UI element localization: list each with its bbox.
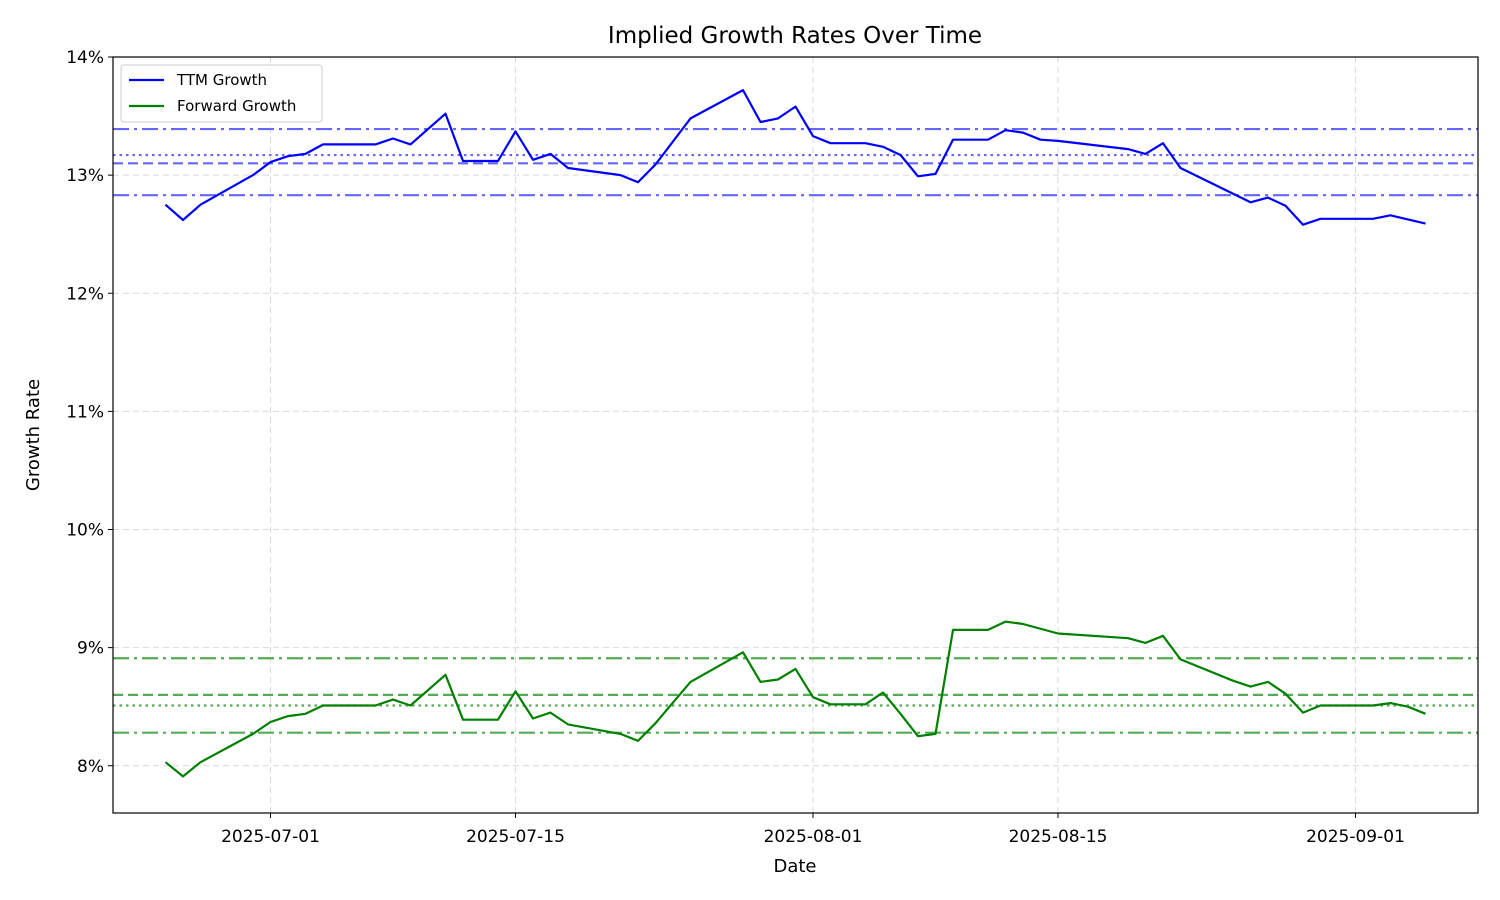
y-tick-label: 8% bbox=[77, 757, 104, 777]
y-tick-label: 11% bbox=[66, 402, 104, 422]
x-axis-label: Date bbox=[773, 856, 816, 877]
x-tick-label: 2025-07-15 bbox=[466, 827, 565, 847]
legend-label: TTM Growth bbox=[176, 71, 267, 89]
y-tick-label: 14% bbox=[66, 48, 104, 68]
y-tick-label: 10% bbox=[66, 521, 104, 541]
x-tick-label: 2025-08-15 bbox=[1009, 827, 1108, 847]
chart-title: Implied Growth Rates Over Time bbox=[608, 23, 982, 49]
reference-lines bbox=[113, 127, 1478, 734]
y-tick-label: 12% bbox=[66, 284, 104, 304]
y-axis-label: Growth Rate bbox=[23, 379, 44, 491]
y-axis-ticks: 8% 9% 10% 11% 12% 13% 14% bbox=[66, 48, 113, 777]
series-lines bbox=[164, 88, 1426, 778]
legend-box bbox=[120, 64, 323, 123]
x-axis-ticks: 2025-07-01 2025-07-15 2025-08-01 2025-08-15… bbox=[221, 813, 1405, 847]
y-tick-label: 13% bbox=[66, 166, 104, 186]
x-tick-label: 2025-08-01 bbox=[764, 827, 863, 847]
series-line-forward-growth bbox=[164, 620, 1426, 778]
legend: TTM Growth Forward Growth bbox=[120, 64, 323, 123]
plot-frame bbox=[112, 56, 1479, 814]
x-tick-label: 2025-07-01 bbox=[221, 827, 320, 847]
series-line-ttm-growth bbox=[164, 88, 1426, 226]
y-tick-label: 9% bbox=[77, 639, 104, 659]
x-tick-label: 2025-09-01 bbox=[1306, 827, 1405, 847]
legend-label: Forward Growth bbox=[177, 97, 296, 115]
grid bbox=[113, 56, 1478, 813]
